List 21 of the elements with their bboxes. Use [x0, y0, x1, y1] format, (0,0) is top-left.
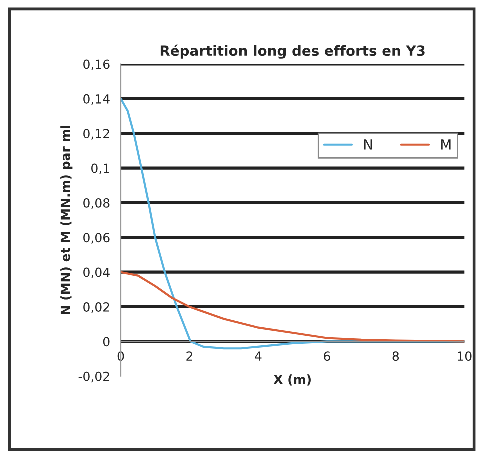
y-tick-label: 0,08 — [84, 198, 110, 210]
x-tick-label: 10 — [458, 352, 472, 362]
y-tick-label: 0,04 — [84, 268, 110, 279]
x-axis-title: X (m) — [274, 374, 311, 386]
line-series — [121, 271, 465, 343]
y-tick-label: 0,16 — [84, 60, 110, 70]
y-tick-label: 0,14 — [84, 94, 110, 106]
x-tick-label: 6 — [324, 352, 330, 362]
y-tick-label: 0 — [103, 337, 110, 347]
x-tick-label: 4 — [255, 352, 262, 361]
y-tick-label: 0,1 — [92, 164, 110, 174]
y-tick-label: 0,12 — [84, 129, 110, 140]
y-tick-label: -0,02 — [78, 372, 110, 383]
chart-title: Répartition long des efforts en Y3 — [160, 44, 425, 59]
legend-label: N — [364, 140, 372, 150]
x-tick-label: 8 — [392, 352, 400, 362]
y-tick-label: 0,06 — [84, 233, 110, 244]
legend-label: M — [442, 140, 451, 150]
y-axis-title: N (MN) et M (MN.m) par ml — [60, 126, 73, 315]
y-tick-label: 0,02 — [84, 302, 110, 314]
x-tick-label: 2 — [186, 352, 192, 361]
